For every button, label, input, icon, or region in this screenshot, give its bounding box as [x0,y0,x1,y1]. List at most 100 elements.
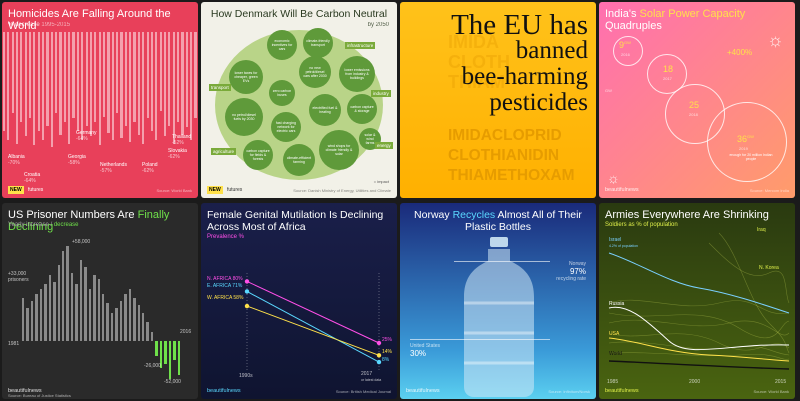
section-agriculture: agriculture [211,148,237,155]
india-unit: GW [605,88,612,93]
homicide-bar [107,32,110,133]
denmark-subtitle: by 2050 [367,22,389,28]
prison-bar [26,307,29,341]
label-albania: Albania -70% [8,154,25,166]
homicide-bar [81,32,84,140]
homicide-bar [129,32,132,142]
prison-bar [142,312,145,341]
prison-bar [22,298,25,341]
india-title: India's Solar Power Capacity Quadruples [605,8,746,32]
prison-bar [53,282,56,341]
prison-bar [57,265,60,341]
tile-us-prisoners[interactable]: US Prisoner Numbers Are Finally Declinin… [2,203,198,399]
bubble-12: wind shops for climate friendly & solar [319,130,359,170]
homicide-bar [33,32,36,146]
tile-eu-pesticides[interactable]: IMIDA CLOTH THIAM The EU has banned bee-ha… [400,2,596,198]
prison-bar [133,298,136,341]
india-growth: +400% [727,48,753,57]
fgm-west-label: W. AFRICA 58% [207,295,244,301]
fgm-west-end: 14% [382,349,393,355]
prison-subtitle: Yearly increase / decrease [8,222,79,228]
fgm-point-north-start [244,279,250,284]
homicide-bar [11,32,14,113]
armies-x-mid: 2000 [689,379,701,385]
homicide-bar [63,32,66,122]
bubble-3: no new petrol/diesel cars after 2030 [299,56,331,88]
bubble-4: lower emissions from industry & building… [339,56,375,92]
denmark-title: How Denmark Will Be Carbon Neutral [210,8,388,20]
india-2019-year: 2019 [739,146,748,151]
tile-homicides[interactable]: Homicides Are Falling Around the World %… [2,2,198,198]
prison-bar [168,341,172,379]
fgm-point-west-start [244,303,250,309]
prison-bar [97,279,100,341]
india-2018-year: 2018 [689,112,698,117]
norway-source: Source: Infinitum/Norsk [548,389,590,394]
homicide-bar [85,32,88,126]
prison-title: US Prisoner Numbers Are Finally Declinin… [8,209,170,233]
armies-title: Armies Everywhere Are Shrinking [605,209,769,221]
ring-2017 [647,54,687,94]
armies-chart [608,232,790,370]
homicide-bar [24,32,27,137]
section-infrastructure: infrastructure [345,42,376,49]
homicide-bar [124,32,127,126]
sun-icon: ☼ [767,30,784,50]
eu-headline-1: The EU has [451,9,588,41]
prison-year-end: 2016 [180,329,192,335]
prison-bar [177,341,180,376]
homicide-bar [111,32,114,140]
fgm-point-east-end [376,359,382,365]
russia-line [608,306,790,351]
brand-futures: futures [28,187,44,193]
armies-subtitle: Soldiers as % of population [605,222,678,228]
prison-bar [128,288,132,341]
section-energy: energy [375,142,393,149]
label-slovakia: Slovakia -62% [168,148,187,160]
fgm-line-west [246,305,380,356]
israel-label: Israel 4.2% of population [609,237,638,248]
prison-bar [102,293,105,341]
homicide-bar [98,32,101,146]
tile-fgm[interactable]: Female Genital Mutilation Is Declining A… [201,203,397,399]
prison-bar [155,341,158,357]
nkorea-label: N. Korea [759,265,779,271]
homicide-bar [133,32,136,122]
prison-mid-label: +33,000 prisoners [8,271,29,283]
norway-rate-line [454,261,550,262]
tile-armies[interactable]: Armies Everywhere Are Shrinking Soldiers… [599,203,795,399]
prison-bar [150,331,154,341]
prison-bar [35,293,38,341]
tile-norway[interactable]: Norway Recycles Almost All of Their Plas… [400,203,596,399]
homicide-bar [146,32,149,119]
prison-bar [75,284,78,341]
eu-headline-2: banned [515,37,588,64]
armies-x-end: 2015 [775,379,787,385]
india-source: Source: Mercom India [749,188,789,193]
fgm-x-start: 1990s [239,373,253,379]
armies-x-start: 1985 [607,379,619,385]
homicide-bar [181,32,184,135]
bubble-8: carbon capture & storage [347,94,377,124]
fgm-point-east-start [244,289,250,294]
tile-india-solar[interactable]: India's Solar Power Capacity Quadruples … [599,2,795,198]
label-poland: Poland -62% [142,162,158,174]
bubble-2: lower taxes for cheaper, green EVs [229,60,263,94]
ring-2016 [613,36,643,66]
homicide-bar [50,32,53,148]
prison-bar [159,341,163,368]
india-2017-value: 18 [663,64,674,74]
new-badge: NEW [8,186,24,194]
prison-bar [88,288,92,341]
bubble-5: zero carbon buses [269,80,295,106]
homicide-bar [155,32,158,140]
homicides-subtitle: % decrease 1995-2015 [8,22,71,28]
label-germany: Germany -64% [76,130,97,142]
prison-bar [173,341,176,360]
homicide-bar [42,32,45,140]
homicides-source: Source: World Bank [156,188,193,193]
tile-denmark[interactable]: How Denmark Will Be Carbon Neutral by 20… [201,2,397,198]
prison-bar [115,307,118,341]
homicide-bar [55,32,58,113]
homicide-bar [37,32,40,131]
